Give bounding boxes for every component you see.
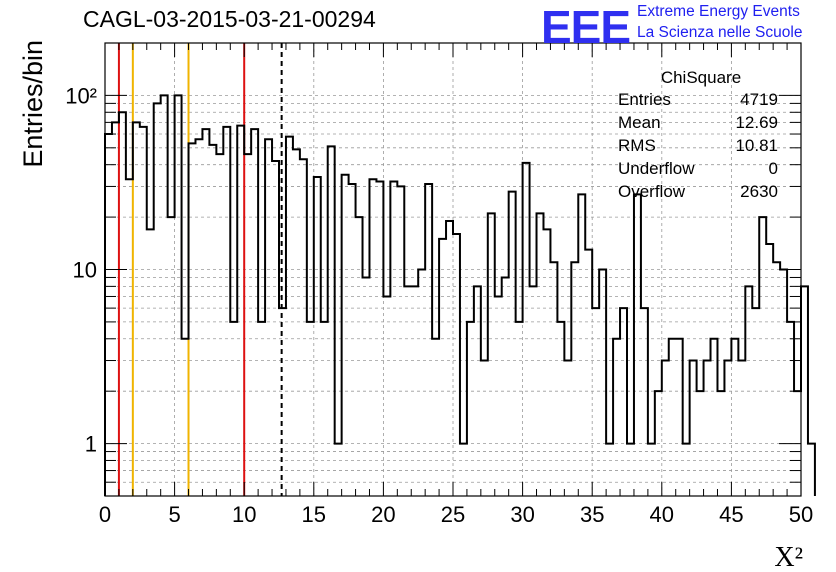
x-tick-label: 10 [232,502,256,527]
stats-row: Underflow 0 [612,157,778,180]
x-tick-label: 40 [650,502,674,527]
stats-label: Overflow [618,182,686,201]
logo-line-2: La Scienza nelle Scuole [637,24,803,41]
x-tick-label: 20 [371,502,395,527]
stats-rows: Entries 4719 Mean 12.69 RMS 10.81 Underflow 0 Ov… [612,88,778,203]
stats-value: 2630 [740,182,778,201]
stats-row: RMS 10.81 [612,134,778,157]
x-tick-label: 25 [441,502,465,527]
page-title: CAGL-03-2015-03-21-00294 [83,6,376,32]
stats-value: 12.69 [735,113,778,132]
stats-label: Entries [618,90,671,109]
y-tick-label: 10² [65,83,97,108]
stats-row: Overflow 2630 [612,180,778,203]
stats-row: Entries 4719 [612,88,778,111]
histogram-series [104,94,816,496]
stats-box: ChiSquare Entries 4719 Mean 12.69 RMS 10.81 Un… [612,68,778,203]
stats-label: Mean [618,113,661,132]
x-tick-label: 15 [302,502,326,527]
grid-lines [105,43,801,496]
y-tick-label: 10 [73,258,97,283]
stats-value: 0 [768,159,778,178]
stats-value: 4719 [740,90,778,109]
x-tick-label: 35 [580,502,604,527]
stats-value: 10.81 [735,136,778,155]
stats-label: Underflow [618,159,695,178]
x-tick-label: 0 [99,502,111,527]
x-tick-label: 50 [789,502,813,527]
histogram-line [104,94,816,496]
stats-title: ChiSquare [660,68,742,87]
x-axis-label: X² [774,542,803,572]
logo-line-1: Extreme Energy Events [637,3,800,20]
x-tick-label: 45 [719,502,743,527]
eee-logo: EEE [541,1,631,53]
axis-ticks: 0 5 10 15 20 25 30 35 40 45 50 1 10 10² [65,42,813,527]
stats-label: RMS [618,136,656,155]
y-tick-label: 1 [85,432,97,457]
y-axis-label: Entries/bin [18,40,48,168]
x-tick-label: 5 [168,502,180,527]
stats-row: Mean 12.69 [612,111,778,134]
x-tick-label: 30 [510,502,534,527]
